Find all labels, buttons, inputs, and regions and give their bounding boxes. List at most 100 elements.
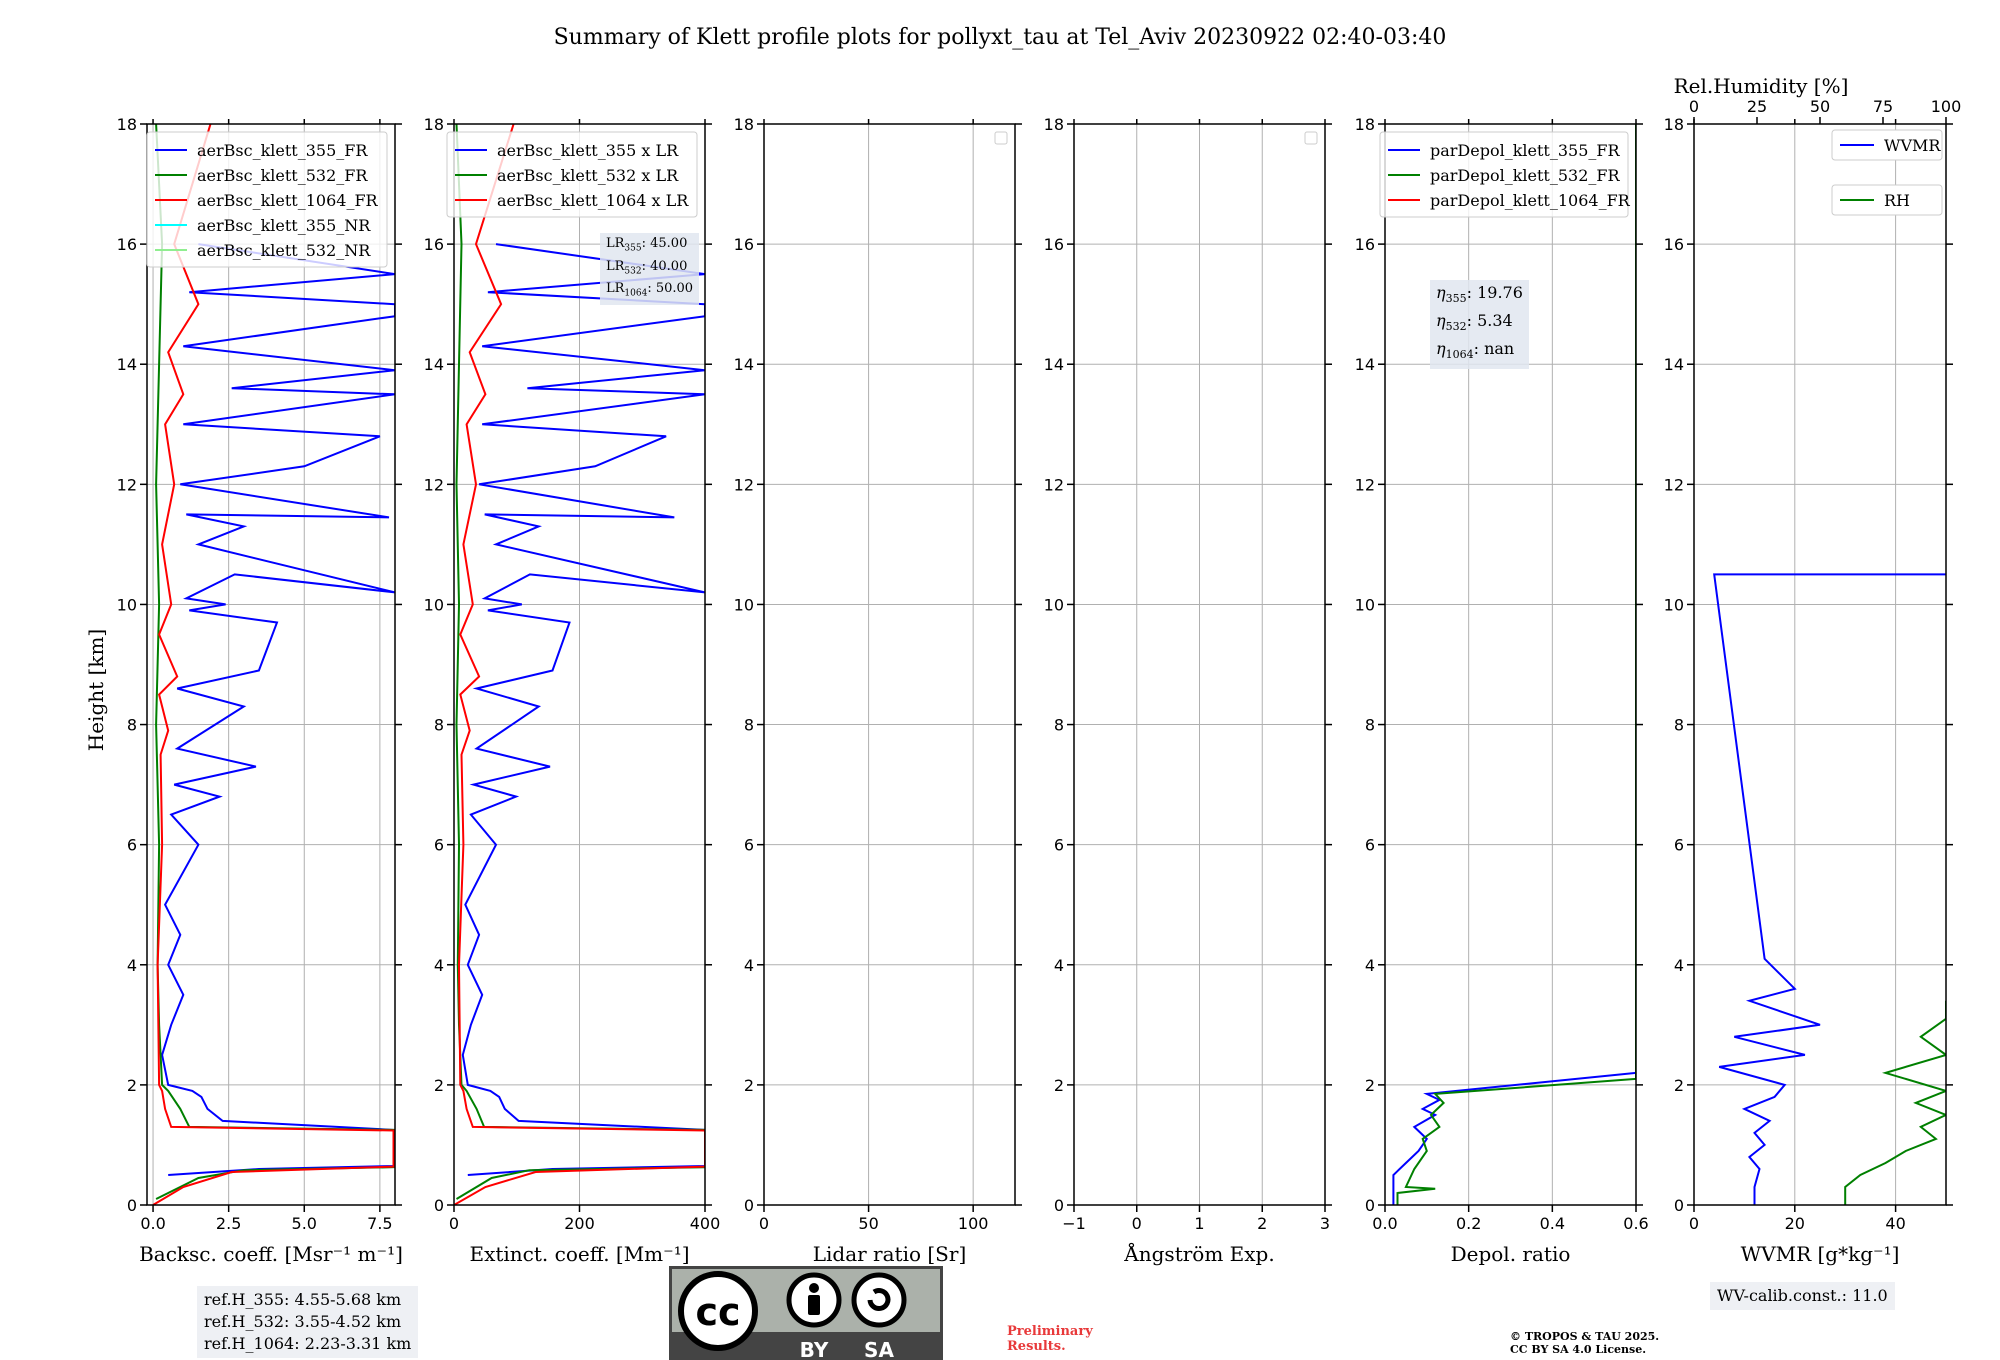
legend-box <box>1379 131 1629 218</box>
y-tick-label: 10 <box>734 595 754 614</box>
legend-entry: parDepol_klett_1064_FR <box>1430 191 1631 210</box>
x-tick-label: −1 <box>1062 1214 1086 1233</box>
x2-tick-label: 50 <box>1810 97 1830 116</box>
y-tick-label: 0 <box>1674 1196 1684 1215</box>
x-tick-label: 2.5 <box>216 1214 241 1233</box>
y-tick-label: 12 <box>117 475 137 494</box>
y-tick-label: 0 <box>1365 1196 1375 1215</box>
by-label: BY <box>800 1338 829 1360</box>
x-tick-label: 0.2 <box>1456 1214 1481 1233</box>
rh-axis-label: Rel.Humidity [%] <box>1674 74 1849 98</box>
y-tick-label: 14 <box>1044 355 1064 374</box>
x-tick-label: 5.0 <box>292 1214 317 1233</box>
y-tick-label: 18 <box>1044 115 1064 134</box>
legend-entry: aerBsc_klett_532_FR <box>197 166 368 185</box>
legend-entry: aerBsc_klett_532_NR <box>197 241 371 260</box>
y-tick-label: 16 <box>117 235 137 254</box>
y-tick-label: 16 <box>424 235 444 254</box>
legend-entry: aerBsc_klett_355_NR <box>197 216 371 235</box>
x-tick-label: 100 <box>958 1214 989 1233</box>
x2-tick-label: 0 <box>1689 97 1699 116</box>
axes-frame <box>146 123 396 1206</box>
y-tick-label: 6 <box>744 836 754 855</box>
y-tick-label: 14 <box>424 355 444 374</box>
plot-area <box>454 124 705 1205</box>
legend-box <box>1831 129 1943 161</box>
x-tick-label: 400 <box>690 1214 721 1233</box>
y-tick-label: 12 <box>1044 475 1064 494</box>
y-tick-label: 16 <box>1044 235 1064 254</box>
x-axis-label: WVMR [g*kg⁻¹] <box>1741 1242 1900 1266</box>
x-axis-label: Extinct. coeff. [Mm⁻¹] <box>469 1242 689 1266</box>
axes-frame <box>1693 123 1947 1206</box>
x2-tick-label: 100 <box>1931 97 1962 116</box>
sa-icon <box>851 1272 907 1328</box>
y-tick-label: 18 <box>117 115 137 134</box>
plot-area <box>152 124 395 1205</box>
x-tick-label: 0 <box>1132 1214 1142 1233</box>
y-tick-label: 0 <box>434 1196 444 1215</box>
y-tick-label: 8 <box>434 716 444 735</box>
y-tick-label: 10 <box>117 595 137 614</box>
x-axis-label: Backsc. coeff. [Msr⁻¹ m⁻¹] <box>139 1242 403 1266</box>
series-aerBsc_klett_532 x LR <box>455 124 705 1200</box>
legend-box <box>146 131 388 268</box>
plot-area <box>1392 124 1636 1205</box>
y-tick-label: 18 <box>1355 115 1375 134</box>
wv-calibration-box: WV-calib.const.: 11.0 <box>1710 1282 1895 1310</box>
y-tick-label: 10 <box>1355 595 1375 614</box>
y-tick-label: 10 <box>1044 595 1064 614</box>
series-parDepol_klett_355_FR <box>1392 124 1636 1205</box>
series-parDepol_klett_532_FR <box>1396 124 1636 1205</box>
empty-legend <box>1304 131 1318 145</box>
y-tick-label: 4 <box>1674 956 1684 975</box>
sa-label: SA <box>864 1338 894 1360</box>
x-axis-label: Depol. ratio <box>1451 1242 1571 1266</box>
legend-entry: WVMR <box>1884 136 1941 155</box>
y-tick-label: 8 <box>127 716 137 735</box>
y-tick-label: 14 <box>734 355 754 374</box>
x-tick-label: 40 <box>1885 1214 1905 1233</box>
y-tick-label: 2 <box>1365 1076 1375 1095</box>
ref-height-532: ref.H_532: 3.55-4.52 km <box>204 1312 402 1331</box>
lr-532: LR532: 40.00 <box>606 258 688 277</box>
y-tick-label: 6 <box>1054 836 1064 855</box>
plot-area <box>1713 573 1946 1205</box>
y-tick-label: 8 <box>1365 716 1375 735</box>
series-aerBsc_klett_355_FR <box>161 243 395 1176</box>
y-tick-label: 6 <box>434 836 444 855</box>
y-tick-label: 8 <box>1674 716 1684 735</box>
y-tick-label: 14 <box>1355 355 1375 374</box>
y-tick-label: 16 <box>1355 235 1375 254</box>
y-tick-label: 0 <box>127 1196 137 1215</box>
empty-legend <box>994 131 1008 145</box>
series-aerBsc_klett_355 x LR <box>461 243 705 1176</box>
y-tick-label: 8 <box>1054 716 1064 735</box>
x-tick-label: 0.0 <box>1372 1214 1397 1233</box>
legend-entry: parDepol_klett_355_FR <box>1430 141 1621 160</box>
reference-height-box: ref.H_355: 4.55-5.68 km ref.H_532: 3.55-… <box>197 1286 419 1358</box>
y-tick-label: 4 <box>127 956 137 975</box>
legend-entry: aerBsc_klett_355 x LR <box>497 141 679 160</box>
lidar-ratio-annotation: LR355: 45.00 LR532: 40.00 LR1064: 50.00 <box>600 233 700 305</box>
x-tick-label: 2 <box>1257 1214 1267 1233</box>
panel-depol: 0.0 0.2 0.4 0.6 0 2 4 6 8 10 12 14 16 18 Depol. ratio p… <box>1355 115 1649 1266</box>
legend-entry: aerBsc_klett_355_FR <box>197 141 368 160</box>
axes-frame <box>763 123 1016 1206</box>
x-axis-label: Lidar ratio [Sr] <box>813 1242 967 1266</box>
y-tick-label: 2 <box>744 1076 754 1095</box>
x-tick-label: 0.0 <box>140 1214 165 1233</box>
y-tick-label: 14 <box>117 355 137 374</box>
y-tick-label: 18 <box>1664 115 1684 134</box>
y-tick-label: 2 <box>1674 1076 1684 1095</box>
cc-license-badge: cc BY SA <box>669 1266 943 1360</box>
ref-height-1064: ref.H_1064: 2.23-3.31 km <box>204 1334 412 1353</box>
y-tick-label: 16 <box>734 235 754 254</box>
legend-entry: parDepol_klett_532_FR <box>1430 166 1621 185</box>
x2-tick-label: 25 <box>1747 97 1767 116</box>
y-tick-label: 2 <box>1054 1076 1064 1095</box>
legend-entry: RH <box>1884 191 1910 210</box>
